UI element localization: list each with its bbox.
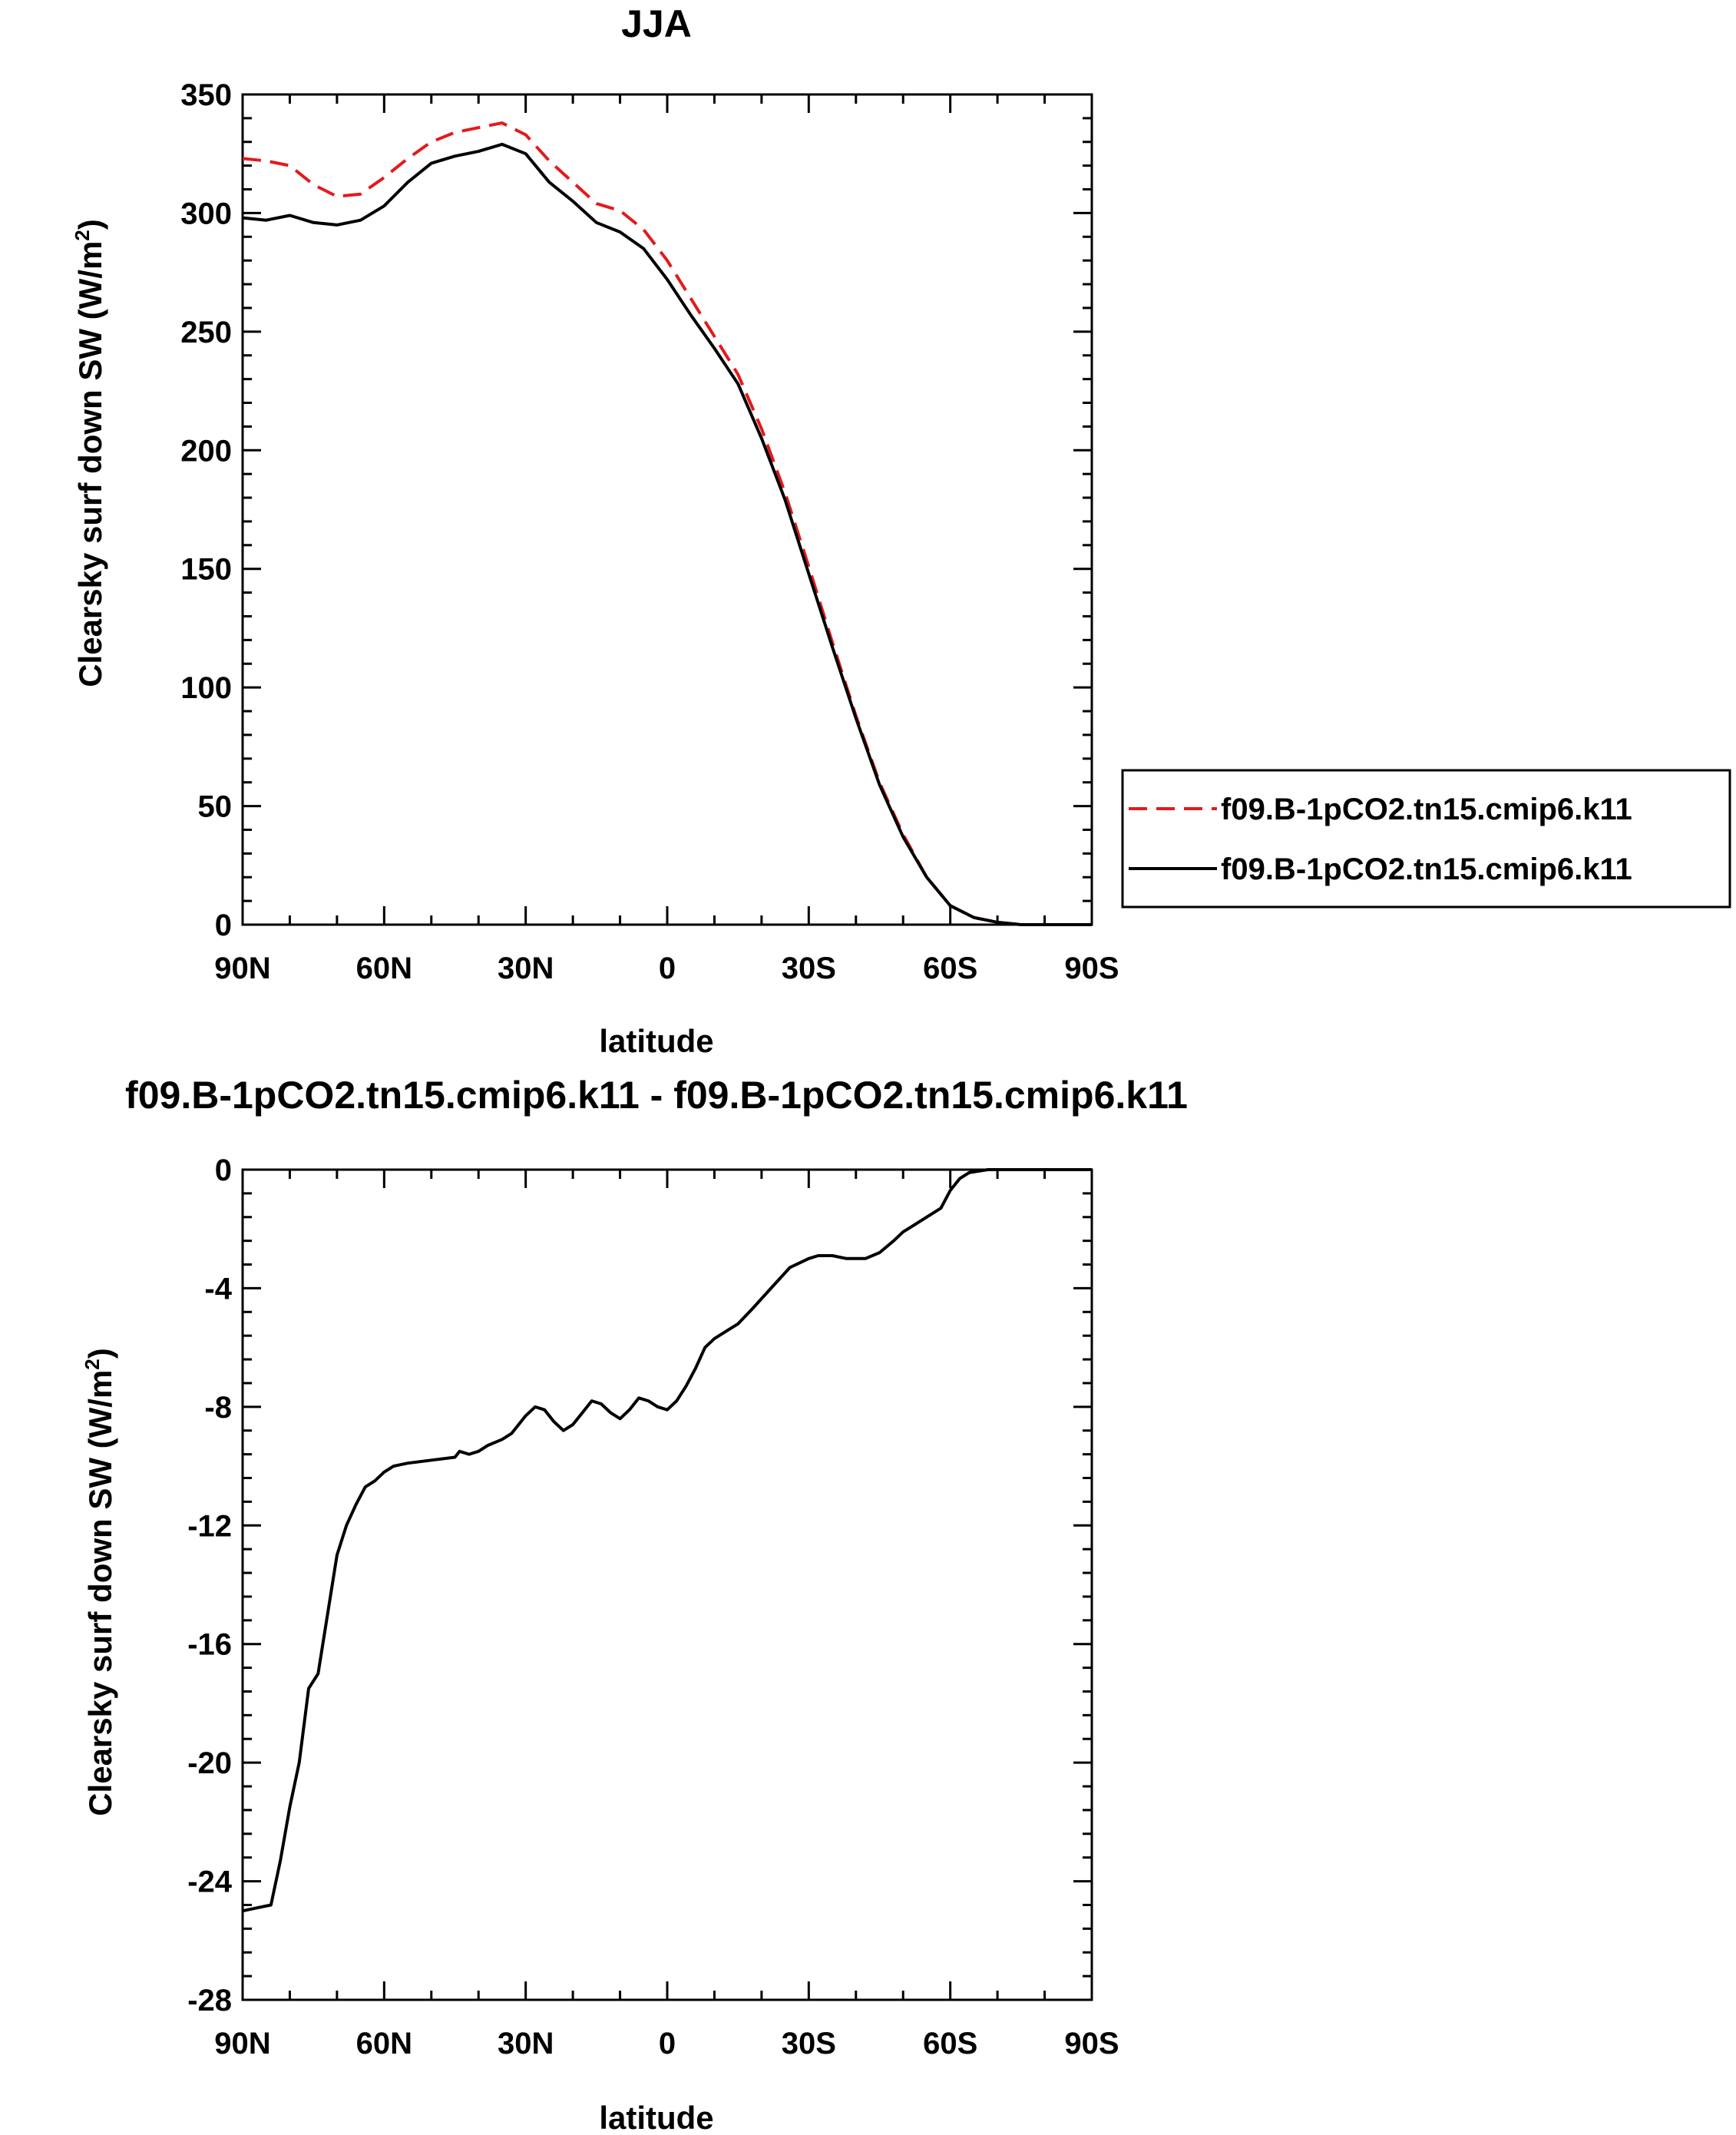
top-chart-xtick-label: 90S <box>1064 952 1119 985</box>
bottom-chart-series-1-line <box>242 1168 1092 1913</box>
top-chart-ylabel-sup: 2 <box>71 230 94 240</box>
bottom-chart-ytick-label: 0 <box>215 1154 232 1187</box>
bottom-chart-xtick-label: 30N <box>498 2027 554 2061</box>
top-chart-ylabel-main: Clearsky surf down SW (W/m <box>72 241 108 687</box>
bottom-chart-xtick-label: 30S <box>782 2027 836 2061</box>
bottom-chart-xtick-label: 60S <box>923 2027 977 2061</box>
bottom-chart-ytick-label: -20 <box>187 1746 232 1780</box>
top-chart: JJA Clearsky surf down SW (W/m2) latitud… <box>71 2 1119 1059</box>
bottom-chart-ylabel-sup: 2 <box>81 1359 104 1369</box>
top-chart-xtick-label: 90N <box>214 952 270 985</box>
bottom-chart-ytick-label: -4 <box>204 1272 232 1306</box>
top-chart-ytick-label: 300 <box>180 197 232 230</box>
bottom-chart: f09.B-1pCO2.tn15.cmip6.k11 - f09.B-1pCO2… <box>81 1074 1188 2135</box>
top-chart-ytick-label: 250 <box>180 316 232 349</box>
bottom-chart-ytick-label: -24 <box>187 1865 233 1899</box>
top-chart-xtick-label: 60N <box>356 952 412 985</box>
top-chart-series-1-line <box>242 121 1092 926</box>
bottom-chart-ytick-label: -16 <box>187 1628 232 1662</box>
top-chart-ytick-label: 200 <box>180 434 232 468</box>
legend-label-1: f09.B-1pCO2.tn15.cmip6.k11 <box>1221 793 1632 826</box>
top-chart-frame <box>241 93 1093 926</box>
bottom-chart-ylabel-main: Clearsky surf down SW (W/m <box>82 1370 118 1816</box>
legend-label-2: f09.B-1pCO2.tn15.cmip6.k11 <box>1221 852 1632 886</box>
bottom-chart-frame <box>241 1168 1093 2001</box>
top-chart-xlabel: latitude <box>599 1023 713 1059</box>
bottom-chart-ylabel-close: ) <box>82 1348 118 1359</box>
top-chart-xtick-label: 0 <box>659 952 676 985</box>
legend: f09.B-1pCO2.tn15.cmip6.k11 f09.B-1pCO2.t… <box>1121 769 1731 909</box>
top-chart-ytick-label: 350 <box>180 78 232 112</box>
top-chart-ytick-label: 0 <box>215 909 232 942</box>
top-chart-xtick-label: 60S <box>923 952 977 985</box>
top-chart-ytick-label: 50 <box>198 790 233 824</box>
top-chart-xtick-label: 30S <box>782 952 836 985</box>
top-chart-title: JJA <box>621 2 692 45</box>
bottom-chart-ytick-label: -28 <box>187 1984 232 2017</box>
legend-box <box>1121 769 1731 909</box>
bottom-chart-ytick-label: -12 <box>187 1509 232 1543</box>
top-chart-ytick-label: 150 <box>180 553 232 587</box>
bottom-chart-ytick-label: -8 <box>204 1391 232 1425</box>
top-chart-xtick-label: 30N <box>498 952 554 985</box>
bottom-chart-title: f09.B-1pCO2.tn15.cmip6.k11 - f09.B-1pCO2… <box>125 1074 1188 1117</box>
top-plot-area: 0 50 100 150 200 250 300 350 90N 60N 30N 0 30S 60S 90S <box>180 78 1119 985</box>
bottom-chart-xlabel: latitude <box>599 2100 713 2135</box>
top-chart-ylabel: Clearsky surf down SW (W/m2) <box>71 219 108 687</box>
top-chart-ytick-label: 100 <box>180 671 232 705</box>
bottom-chart-xtick-label: 90S <box>1064 2027 1119 2061</box>
bottom-chart-ylabel: Clearsky surf down SW (W/m2) <box>81 1348 118 1816</box>
top-chart-ylabel-close: ) <box>72 219 108 230</box>
bottom-chart-xtick-label: 60N <box>356 2027 412 2061</box>
bottom-plot-area: 0 -4 -8 -12 -16 -20 -24 -28 90N 60N 30N 0 30S 60S 90S <box>187 1154 1119 2061</box>
bottom-chart-xtick-label: 0 <box>659 2027 676 2061</box>
top-chart-series-2-line <box>242 142 1092 926</box>
bottom-chart-xtick-label: 90N <box>214 2027 270 2061</box>
